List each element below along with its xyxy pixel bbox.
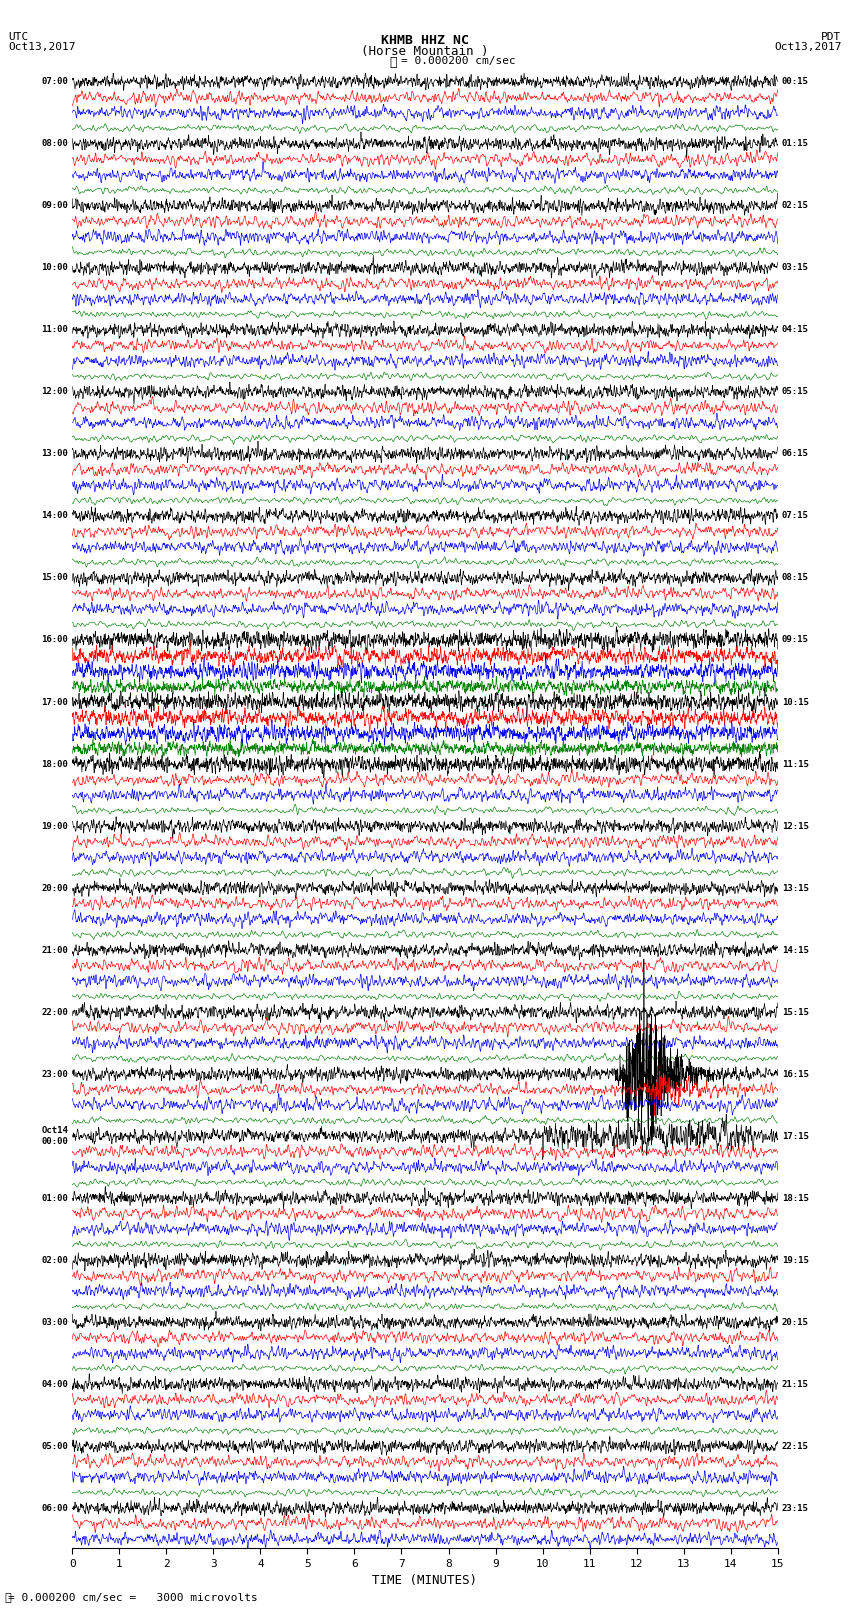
Text: 07:15: 07:15 (782, 511, 809, 521)
Text: UTC: UTC (8, 32, 29, 42)
Text: 02:00: 02:00 (41, 1255, 68, 1265)
Text: 17:15: 17:15 (782, 1132, 809, 1140)
Text: 21:00: 21:00 (41, 945, 68, 955)
Text: 07:00: 07:00 (41, 77, 68, 87)
Text: 13:00: 13:00 (41, 450, 68, 458)
Text: 20:15: 20:15 (782, 1318, 809, 1326)
X-axis label: TIME (MINUTES): TIME (MINUTES) (372, 1574, 478, 1587)
Text: 12:15: 12:15 (782, 821, 809, 831)
Text: 02:15: 02:15 (782, 202, 809, 210)
Text: 15:00: 15:00 (41, 574, 68, 582)
Text: PDT: PDT (821, 32, 842, 42)
Text: 21:15: 21:15 (782, 1379, 809, 1389)
Text: KHMB HHZ NC: KHMB HHZ NC (381, 34, 469, 47)
Text: 04:15: 04:15 (782, 326, 809, 334)
Text: 09:15: 09:15 (782, 636, 809, 645)
Text: 19:00: 19:00 (41, 821, 68, 831)
Text: Oct13,2017: Oct13,2017 (8, 42, 76, 52)
Text: 00:15: 00:15 (782, 77, 809, 87)
Text: Oct14
00:00: Oct14 00:00 (41, 1126, 68, 1145)
Text: Oct13,2017: Oct13,2017 (774, 42, 842, 52)
Text: 05:15: 05:15 (782, 387, 809, 397)
Text: 13:15: 13:15 (782, 884, 809, 892)
Text: 01:15: 01:15 (782, 139, 809, 148)
Text: 03:15: 03:15 (782, 263, 809, 273)
Text: 08:00: 08:00 (41, 139, 68, 148)
Text: 12:00: 12:00 (41, 387, 68, 397)
Text: 14:15: 14:15 (782, 945, 809, 955)
Text: 23:00: 23:00 (41, 1069, 68, 1079)
Text: ⎸: ⎸ (4, 1594, 11, 1603)
Text: 10:15: 10:15 (782, 697, 809, 706)
Text: 06:15: 06:15 (782, 450, 809, 458)
Text: 14:00: 14:00 (41, 511, 68, 521)
Text: 10:00: 10:00 (41, 263, 68, 273)
Text: ⎸: ⎸ (389, 56, 396, 69)
Text: 11:00: 11:00 (41, 326, 68, 334)
Text: 09:00: 09:00 (41, 202, 68, 210)
Text: 08:15: 08:15 (782, 574, 809, 582)
Text: 18:00: 18:00 (41, 760, 68, 768)
Text: (Horse Mountain ): (Horse Mountain ) (361, 45, 489, 58)
Text: 22:00: 22:00 (41, 1008, 68, 1016)
Text: = 0.000200 cm/sec =   3000 microvolts: = 0.000200 cm/sec = 3000 microvolts (8, 1594, 258, 1603)
Text: 19:15: 19:15 (782, 1255, 809, 1265)
Text: 16:15: 16:15 (782, 1069, 809, 1079)
Text: 23:15: 23:15 (782, 1503, 809, 1513)
Text: 18:15: 18:15 (782, 1194, 809, 1203)
Text: 11:15: 11:15 (782, 760, 809, 768)
Text: = 0.000200 cm/sec: = 0.000200 cm/sec (401, 56, 516, 66)
Text: 16:00: 16:00 (41, 636, 68, 645)
Text: 22:15: 22:15 (782, 1442, 809, 1450)
Text: 03:00: 03:00 (41, 1318, 68, 1326)
Text: 04:00: 04:00 (41, 1379, 68, 1389)
Text: 01:00: 01:00 (41, 1194, 68, 1203)
Text: 06:00: 06:00 (41, 1503, 68, 1513)
Text: 17:00: 17:00 (41, 697, 68, 706)
Text: 05:00: 05:00 (41, 1442, 68, 1450)
Text: 20:00: 20:00 (41, 884, 68, 892)
Text: 15:15: 15:15 (782, 1008, 809, 1016)
